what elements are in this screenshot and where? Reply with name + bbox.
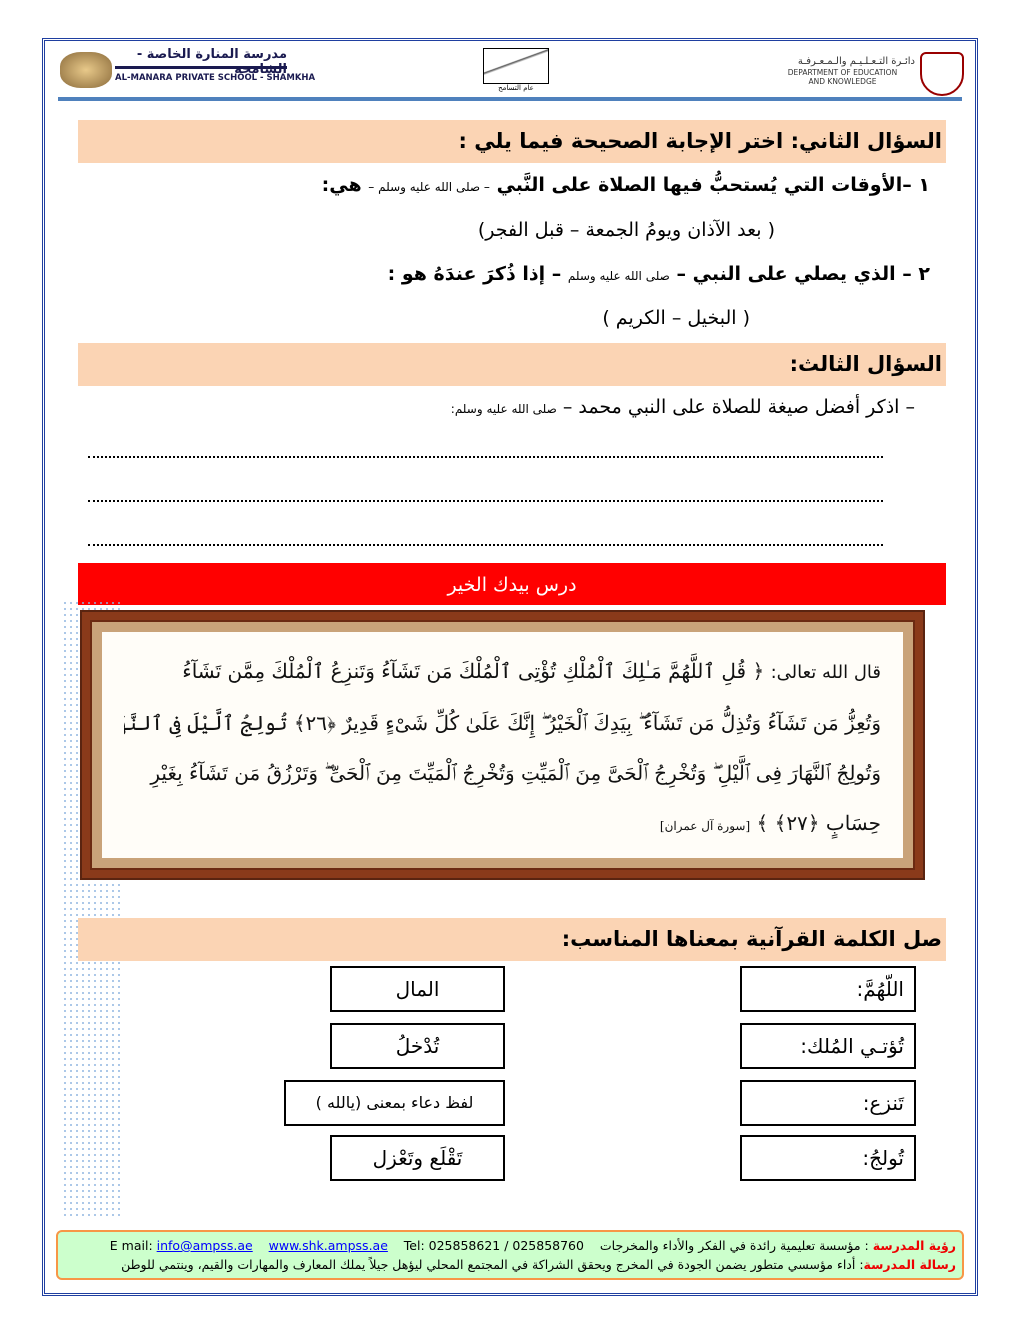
q2-item-2: ٢ – الذي يصلي على النبي – صلى الله عليه … bbox=[387, 263, 930, 285]
match-meaning-3[interactable]: لفظ دعاء بمعنى (يالله ) bbox=[284, 1080, 505, 1126]
answer-line-3[interactable] bbox=[88, 544, 883, 546]
q3-prompt: – اذكر أفضل صيغة للصلاة على النبي محمد –… bbox=[450, 396, 915, 418]
q3-heading: السؤال الثالث: bbox=[78, 343, 946, 386]
footer-mission-row: رسالة المدرسة: أداء مؤسسي متطور يضمن الج… bbox=[121, 1257, 956, 1272]
header-bar bbox=[58, 97, 962, 101]
abu-dhabi-emblem bbox=[920, 52, 964, 96]
match-meaning-1[interactable]: المال bbox=[330, 966, 505, 1012]
answer-line-2[interactable] bbox=[88, 500, 883, 502]
answer-line-1[interactable] bbox=[88, 456, 883, 458]
match-word-3[interactable]: تَنزع: bbox=[740, 1080, 916, 1126]
divider bbox=[115, 66, 287, 69]
quran-line-4: حِسَابٍ ﴿٢٧﴾ ﴾ [سورة آل عمران] bbox=[659, 811, 881, 835]
doe-name-ar: دائـرة التـعـلـيـم والـمـعـرفـة bbox=[797, 56, 915, 67]
tolerance-year-text: عام التسامح bbox=[498, 84, 534, 92]
school-logo bbox=[60, 52, 112, 88]
email-link[interactable]: info@ampss.ae bbox=[156, 1238, 253, 1253]
footer-vision-row: رؤية المدرسة : مؤسسة تعليمية رائدة في ال… bbox=[109, 1238, 956, 1253]
quran-verse-frame: قال الله تعالى: ﴿ قُلِ ٱللَّهُمَّ مَـٰلِ… bbox=[80, 610, 925, 880]
page-border bbox=[42, 38, 978, 1296]
footer-tel: Tel: 025858621 / 025858760 bbox=[403, 1238, 584, 1253]
q2-item-1-options: ( بعد الآذان ويومُ الجمعة – قبل الفجر) bbox=[477, 219, 775, 241]
website-link[interactable]: www.shk.ampss.ae bbox=[268, 1238, 388, 1253]
q2-item-1: ١ –الأوقات التي يُستحبُّ فيها الصلاة على… bbox=[321, 174, 930, 196]
match-meaning-4[interactable]: تَقْلَع وتَعْزل bbox=[330, 1135, 505, 1181]
match-word-2[interactable]: تُؤتـي المُلك: bbox=[740, 1023, 916, 1069]
quran-line-3: وَتُولِجُ ٱلنَّهَارَ فِى ٱلَّيْلِ ۖ وَتُ… bbox=[150, 761, 881, 785]
tolerance-year-logo: عام التسامح bbox=[480, 48, 552, 96]
footer: رؤية المدرسة : مؤسسة تعليمية رائدة في ال… bbox=[56, 1230, 964, 1280]
match-word-4[interactable]: تُولجُ: bbox=[740, 1135, 916, 1181]
doe-name-en: DEPARTMENT OF EDUCATION AND KNOWLEDGE bbox=[787, 68, 898, 86]
school-name-en: AL-MANARA PRIVATE SCHOOL - SHAMKHA bbox=[115, 73, 316, 83]
quran-line-2: وَتُعِزُّ مَن تَشَآءُ وَتُذِلُّ مَن تَشَ… bbox=[124, 711, 881, 735]
surah-name: [سورة آل عمران] bbox=[659, 819, 751, 833]
school-name-ar: مدرسة المنارة الخاصة - الشامخة bbox=[136, 47, 287, 77]
match-heading: صل الكلمة القرآنية بمعناها المناسب: bbox=[78, 918, 946, 961]
match-meaning-2[interactable]: تُدْخلُ bbox=[330, 1023, 505, 1069]
lesson-banner: درس بيدك الخير bbox=[78, 563, 946, 605]
quran-line-1: قال الله تعالى: ﴿ قُلِ ٱللَّهُمَّ مَـٰلِ… bbox=[182, 659, 881, 683]
footer-email: E mail: info@ampss.ae bbox=[109, 1238, 253, 1253]
match-word-1[interactable]: اللّهُمَّ: bbox=[740, 966, 916, 1012]
q2-item-2-options: ( البخيل – الكريم ) bbox=[602, 307, 750, 329]
q2-heading: السؤال الثاني: اختر الإجابة الصحيحة فيما… bbox=[78, 120, 946, 163]
